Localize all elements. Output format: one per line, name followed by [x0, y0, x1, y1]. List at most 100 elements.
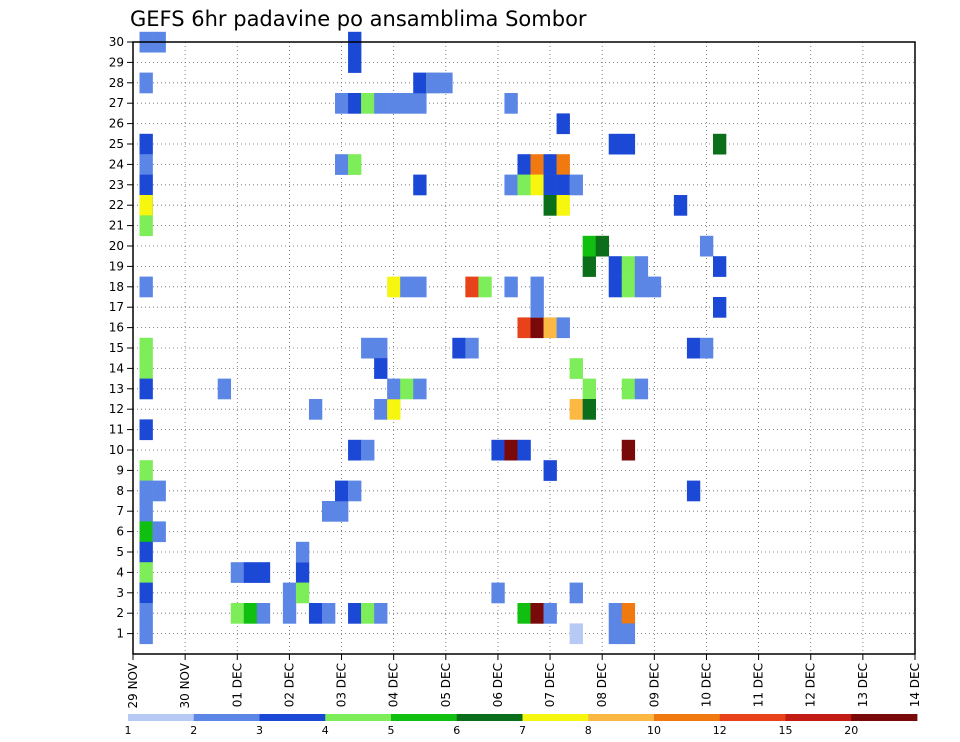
data-cell — [621, 623, 636, 645]
x-tick-label: 07 DEC — [543, 663, 557, 707]
data-cell — [282, 603, 297, 624]
data-cell — [139, 501, 153, 522]
data-cell — [348, 93, 362, 114]
data-cell — [686, 480, 701, 502]
data-cell — [530, 603, 544, 624]
x-tick-label: 06 DEC — [491, 663, 505, 707]
data-cell — [517, 317, 531, 339]
legend-label: 12 — [713, 724, 727, 737]
data-cell — [400, 93, 414, 114]
data-cell — [582, 256, 596, 277]
y-tick-label: 8 — [116, 484, 124, 498]
data-cell — [413, 174, 427, 196]
data-cell — [374, 399, 388, 420]
y-tick-label: 2 — [116, 606, 124, 620]
data-cell — [139, 603, 153, 624]
data-cell — [335, 501, 349, 522]
legend-swatch — [522, 714, 589, 721]
data-cell — [374, 603, 388, 624]
legend-label: 10 — [647, 724, 661, 737]
data-cell — [712, 297, 727, 318]
data-cell — [634, 378, 649, 400]
data-cell — [569, 399, 583, 420]
data-cell — [139, 154, 153, 175]
data-cell — [139, 623, 153, 645]
data-cell — [139, 480, 153, 502]
legend-swatch — [128, 714, 195, 721]
data-cell — [569, 174, 583, 196]
data-cell — [295, 541, 310, 563]
data-cell — [139, 541, 153, 563]
x-tick-label: 30 NOV — [178, 662, 192, 708]
data-cell — [374, 93, 388, 114]
data-cell — [348, 439, 362, 461]
data-cell — [139, 358, 153, 379]
data-cell — [621, 133, 636, 155]
x-tick-label: 13 DEC — [856, 663, 870, 707]
x-tick-label: 11 DEC — [752, 663, 766, 707]
data-cell — [139, 276, 153, 298]
y-tick-label: 17 — [109, 300, 124, 314]
data-cell — [504, 439, 518, 461]
x-tick-label: 29 NOV — [126, 662, 140, 708]
data-cell — [556, 317, 570, 339]
data-cell — [361, 93, 375, 114]
data-cell — [217, 378, 232, 400]
legend-label: 4 — [322, 724, 329, 737]
x-tick-label: 01 DEC — [230, 663, 244, 707]
data-cell — [139, 215, 153, 237]
data-cell — [517, 154, 531, 175]
x-tick-label: 10 DEC — [699, 663, 713, 707]
data-cell — [374, 358, 388, 379]
data-cell — [491, 582, 505, 604]
data-cell — [569, 358, 583, 379]
data-cell — [504, 276, 518, 298]
data-cell — [569, 582, 583, 604]
data-cell — [608, 256, 623, 277]
legend-swatch — [391, 714, 458, 721]
data-cell — [387, 378, 401, 400]
legend-label: 7 — [519, 724, 526, 737]
data-cell — [139, 378, 153, 400]
data-cell — [139, 460, 153, 481]
y-tick-label: 6 — [116, 525, 124, 539]
y-tick-label: 10 — [109, 443, 124, 457]
data-cell — [608, 623, 623, 645]
data-cell — [504, 93, 518, 114]
data-cell — [608, 603, 623, 624]
data-cell — [256, 603, 271, 624]
legend-label: 3 — [256, 724, 263, 737]
data-cell — [530, 276, 544, 298]
data-cell — [387, 93, 401, 114]
data-cell — [348, 480, 362, 502]
data-cell — [465, 337, 479, 359]
data-cell — [517, 603, 531, 624]
y-tick-label: 28 — [109, 76, 124, 90]
data-cell — [400, 378, 414, 400]
data-cell — [543, 154, 557, 175]
data-cell — [530, 154, 544, 175]
x-tick-label: 05 DEC — [439, 663, 453, 707]
data-cell — [361, 603, 375, 624]
y-tick-label: 24 — [109, 157, 124, 171]
x-tick-label: 03 DEC — [335, 663, 349, 707]
data-cell — [556, 195, 570, 216]
legend-label: 2 — [190, 724, 197, 737]
data-cell — [712, 256, 727, 277]
data-cell — [230, 603, 245, 624]
data-cell — [608, 133, 623, 155]
data-cell — [517, 174, 531, 196]
legend-swatch — [259, 714, 326, 721]
data-cell — [426, 72, 440, 94]
y-tick-label: 20 — [109, 239, 124, 253]
y-tick-label: 23 — [109, 178, 124, 192]
data-cell — [634, 256, 649, 277]
data-cell — [361, 439, 375, 461]
y-tick-label: 26 — [109, 117, 124, 131]
data-cell — [243, 603, 258, 624]
data-cell — [530, 297, 544, 318]
x-tick-label: 09 DEC — [647, 663, 661, 707]
data-cell — [465, 276, 479, 298]
data-cell — [387, 276, 401, 298]
